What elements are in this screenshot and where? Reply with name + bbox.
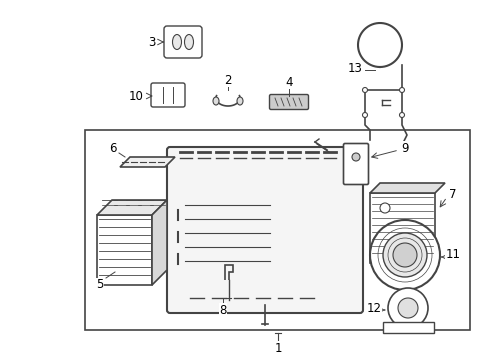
- FancyBboxPatch shape: [151, 83, 184, 107]
- Circle shape: [397, 298, 417, 318]
- FancyBboxPatch shape: [343, 144, 368, 184]
- Circle shape: [369, 220, 439, 290]
- Text: 4: 4: [285, 76, 292, 89]
- Text: 2: 2: [224, 73, 231, 86]
- Polygon shape: [152, 200, 167, 285]
- FancyBboxPatch shape: [163, 26, 202, 58]
- FancyBboxPatch shape: [269, 94, 308, 109]
- Polygon shape: [120, 157, 175, 167]
- Ellipse shape: [213, 97, 219, 105]
- Text: 1: 1: [274, 342, 281, 355]
- FancyBboxPatch shape: [167, 147, 362, 313]
- Circle shape: [399, 87, 404, 93]
- Circle shape: [392, 243, 416, 267]
- Circle shape: [399, 112, 404, 117]
- Text: 7: 7: [448, 189, 456, 202]
- Circle shape: [387, 288, 427, 328]
- Text: 11: 11: [445, 248, 460, 261]
- Bar: [97, 215, 152, 285]
- Text: 13: 13: [347, 62, 362, 75]
- Bar: [85, 130, 469, 330]
- Text: 5: 5: [96, 279, 103, 292]
- FancyBboxPatch shape: [382, 321, 433, 333]
- Polygon shape: [369, 183, 444, 193]
- Ellipse shape: [184, 35, 193, 49]
- Circle shape: [362, 112, 367, 117]
- Circle shape: [362, 87, 367, 93]
- Circle shape: [382, 233, 426, 277]
- Ellipse shape: [172, 35, 181, 49]
- Bar: [369, 193, 434, 263]
- Ellipse shape: [237, 97, 243, 105]
- Text: 6: 6: [109, 141, 117, 154]
- Polygon shape: [97, 200, 167, 215]
- Circle shape: [351, 153, 359, 161]
- Text: 3: 3: [148, 36, 155, 49]
- Text: 10: 10: [128, 90, 143, 103]
- Text: 12: 12: [366, 302, 381, 315]
- Text: 9: 9: [401, 141, 408, 154]
- Circle shape: [379, 203, 389, 213]
- Text: 8: 8: [219, 303, 226, 316]
